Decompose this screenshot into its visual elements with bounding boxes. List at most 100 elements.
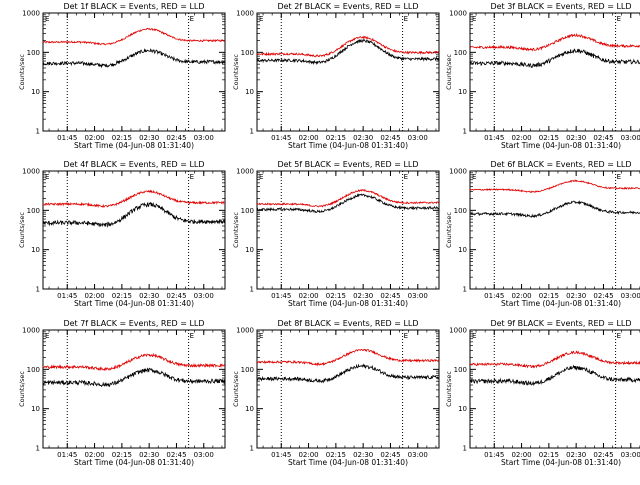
- marker-e-right: E: [404, 173, 408, 181]
- x-tick-label: 02:30: [139, 451, 159, 459]
- marker-e-left: E: [472, 173, 476, 181]
- x-tick-label: 02:00: [511, 292, 531, 300]
- y-tick-label: 1: [250, 128, 254, 136]
- y-axis-label: Counts/sec: [232, 212, 240, 248]
- marker-e-left: E: [45, 173, 49, 181]
- x-tick-label: 02:45: [593, 292, 613, 300]
- x-tick-label: 02:15: [326, 134, 346, 142]
- y-tick-label: 1000: [449, 10, 467, 18]
- x-axis-label: Start Time (04-Jun-08 01:31:40): [74, 141, 194, 150]
- marker-e-right: E: [404, 15, 408, 23]
- x-tick-label: 02:15: [326, 451, 346, 459]
- x-tick-label: 02:00: [511, 134, 531, 142]
- y-tick-label: 10: [245, 405, 254, 413]
- y-axis-label: Counts/sec: [232, 371, 240, 407]
- x-tick-label: 02:00: [298, 292, 318, 300]
- x-tick-label: 01:45: [57, 134, 77, 142]
- panel-title: Det 8f BLACK = Events, RED = LLD: [277, 319, 418, 328]
- marker-e-right: E: [617, 15, 621, 23]
- x-tick-label: 02:45: [380, 451, 400, 459]
- marker-e-left: E: [45, 15, 49, 23]
- plot-frame: [256, 12, 440, 132]
- series-lld-line: [256, 188, 440, 208]
- series-lld-line: [42, 352, 226, 372]
- y-tick-label: 10: [31, 246, 40, 254]
- x-tick-label: 02:00: [84, 292, 104, 300]
- series-events-line: [469, 364, 640, 387]
- y-tick-label: 100: [241, 207, 254, 215]
- y-tick-label: 1000: [236, 327, 254, 335]
- plot-frame: [469, 329, 640, 449]
- panel-3: Det 3f BLACK = Events, RED = LLD 1 10 100 10…: [445, 2, 640, 150]
- x-tick-label: 02:30: [566, 134, 586, 142]
- panel-6: Det 6f BLACK = Events, RED = LLD 1 10 100 10…: [445, 160, 640, 308]
- panel-7: Det 7f BLACK = Events, RED = LLD 1 10 100 10…: [18, 319, 226, 467]
- y-axis-label: Counts/sec: [18, 54, 26, 90]
- panel-5: Det 5f BLACK = Events, RED = LLD 1 10 100 10…: [232, 160, 440, 308]
- series-events-line: [42, 201, 226, 229]
- marker-e-right: E: [190, 15, 194, 23]
- marker-e-right: E: [190, 173, 194, 181]
- y-tick-label: 100: [454, 207, 467, 215]
- x-tick-label: 02:30: [139, 292, 159, 300]
- y-tick-label: 1: [36, 286, 40, 294]
- x-axis-label: Start Time (04-Jun-08 01:31:40): [288, 458, 408, 467]
- y-tick-label: 100: [27, 49, 40, 57]
- plot-frame: [42, 329, 226, 449]
- y-tick-label: 1000: [22, 327, 40, 335]
- x-tick-label: 03:00: [408, 451, 428, 459]
- x-tick-label: 02:45: [166, 292, 186, 300]
- x-tick-label: 02:30: [353, 292, 373, 300]
- series-lld-line: [42, 27, 226, 46]
- series-events-line: [256, 363, 440, 384]
- x-tick-label: 01:45: [484, 292, 504, 300]
- panel-title: Det 9f BLACK = Events, RED = LLD: [490, 319, 631, 328]
- y-tick-label: 1000: [22, 10, 40, 18]
- marker-e-right: E: [617, 173, 621, 181]
- y-tick-label: 10: [458, 405, 467, 413]
- panel-4: Det 4f BLACK = Events, RED = LLD 1 10 100 10…: [18, 160, 226, 308]
- series-events-line: [469, 199, 640, 218]
- y-tick-label: 10: [245, 246, 254, 254]
- plot-frame: [469, 170, 640, 290]
- y-tick-label: 100: [241, 366, 254, 374]
- x-tick-label: 02:00: [298, 451, 318, 459]
- x-tick-label: 01:45: [271, 134, 291, 142]
- series-events-line: [42, 48, 226, 69]
- x-tick-label: 02:45: [593, 134, 613, 142]
- marker-e-left: E: [472, 332, 476, 340]
- y-tick-label: 100: [454, 366, 467, 374]
- x-tick-label: 01:45: [271, 451, 291, 459]
- series-events-line: [256, 193, 439, 214]
- x-tick-label: 03:00: [194, 134, 214, 142]
- plot-frame: [469, 12, 640, 132]
- x-tick-label: 02:30: [353, 134, 373, 142]
- x-tick-label: 02:30: [353, 451, 373, 459]
- panel-9: Det 9f BLACK = Events, RED = LLD 1 10 100 10…: [445, 319, 640, 467]
- x-tick-label: 03:00: [194, 451, 214, 459]
- marker-e-left: E: [472, 15, 476, 23]
- x-tick-label: 02:45: [166, 451, 186, 459]
- x-tick-label: 03:00: [408, 134, 428, 142]
- y-axis-label: Counts/sec: [445, 54, 453, 90]
- y-tick-label: 1: [250, 286, 254, 294]
- x-tick-label: 02:15: [112, 292, 132, 300]
- panel-2: Det 2f BLACK = Events, RED = LLD 1 10 100 10…: [232, 2, 440, 150]
- series-events-line: [42, 367, 226, 388]
- x-tick-label: 02:15: [539, 134, 559, 142]
- x-tick-label: 03:00: [621, 134, 640, 142]
- x-axis-label: Start Time (04-Jun-08 01:31:40): [74, 299, 194, 308]
- y-tick-label: 100: [241, 49, 254, 57]
- marker-e-right: E: [404, 332, 408, 340]
- y-axis-label: Counts/sec: [232, 54, 240, 90]
- y-tick-label: 100: [454, 49, 467, 57]
- y-tick-label: 10: [31, 88, 40, 96]
- y-tick-label: 1: [463, 445, 467, 453]
- x-tick-label: 03:00: [408, 292, 428, 300]
- y-axis-label: Counts/sec: [18, 212, 26, 248]
- y-tick-label: 10: [458, 88, 467, 96]
- x-axis-label: Start Time (04-Jun-08 01:31:40): [501, 299, 621, 308]
- y-tick-label: 1: [36, 128, 40, 136]
- x-tick-label: 01:45: [57, 292, 77, 300]
